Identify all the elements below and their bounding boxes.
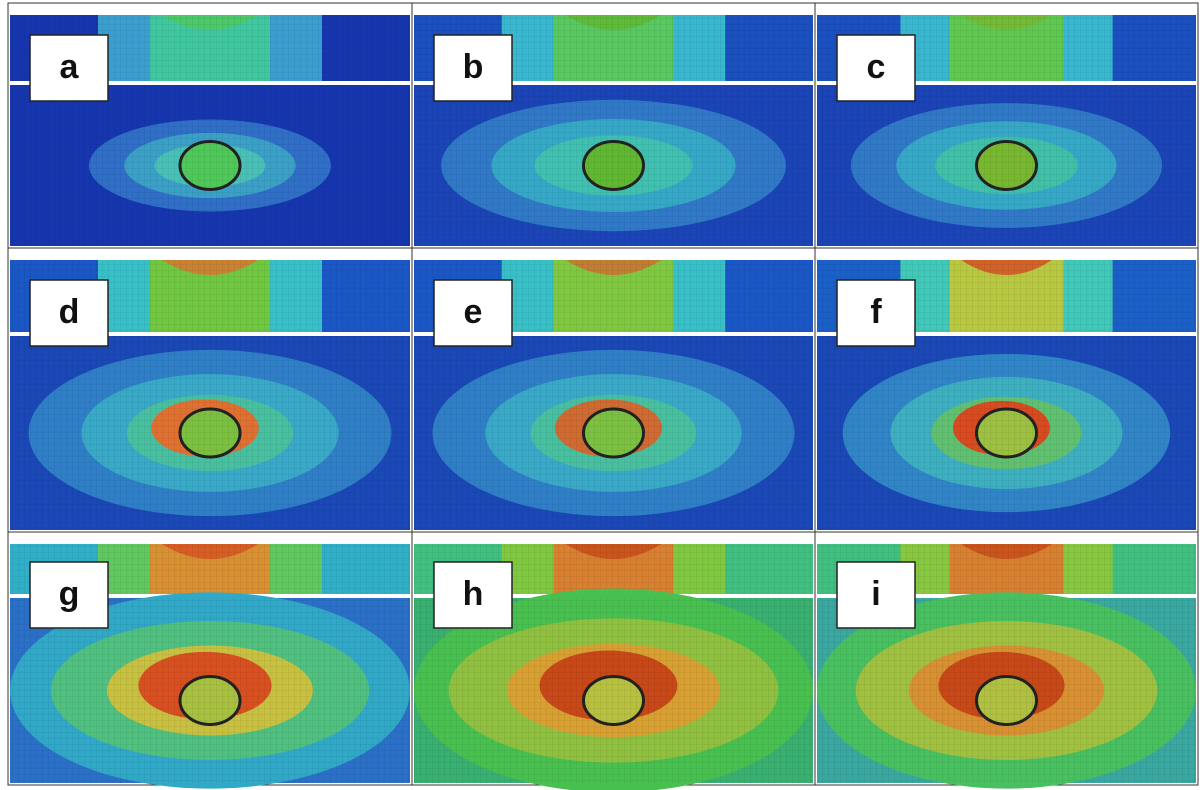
separator [10,81,410,85]
panel-label: f [870,293,882,331]
panel: c [814,2,1199,249]
label-box [836,279,916,347]
plan-mesh [414,85,813,246]
panel-label: d [59,293,80,331]
label-box [836,34,916,102]
label-box [29,34,109,102]
panel: g [7,531,413,789]
label-box [29,279,109,347]
separator [817,332,1196,336]
label-box [836,561,916,629]
panel: d [7,247,413,533]
panel-label: e [464,293,483,331]
separator [414,332,813,336]
panel: h [411,531,816,790]
panel: b [411,2,816,249]
plan-mesh [10,85,410,246]
label-box [433,279,513,347]
label-box [29,561,109,629]
plan-mesh [10,336,410,530]
label-box [433,34,513,102]
panel: f [814,247,1199,533]
plan-mesh [817,336,1196,530]
separator [414,81,813,85]
separator [817,81,1196,85]
panel-label: i [871,575,880,613]
panel-label: c [867,48,886,86]
panel-label: h [463,575,484,613]
plan-mesh [10,598,410,783]
panel: i [814,531,1199,789]
label-box [433,561,513,629]
panel-label: a [60,48,80,86]
plan-mesh [817,598,1196,783]
panel-label: b [463,48,484,86]
panel: e [411,247,816,533]
panel: a [7,2,413,249]
separator [10,332,410,336]
plan-mesh [414,336,813,530]
plan-mesh [414,598,813,783]
panel-label: g [59,575,80,613]
plan-mesh [817,85,1196,246]
